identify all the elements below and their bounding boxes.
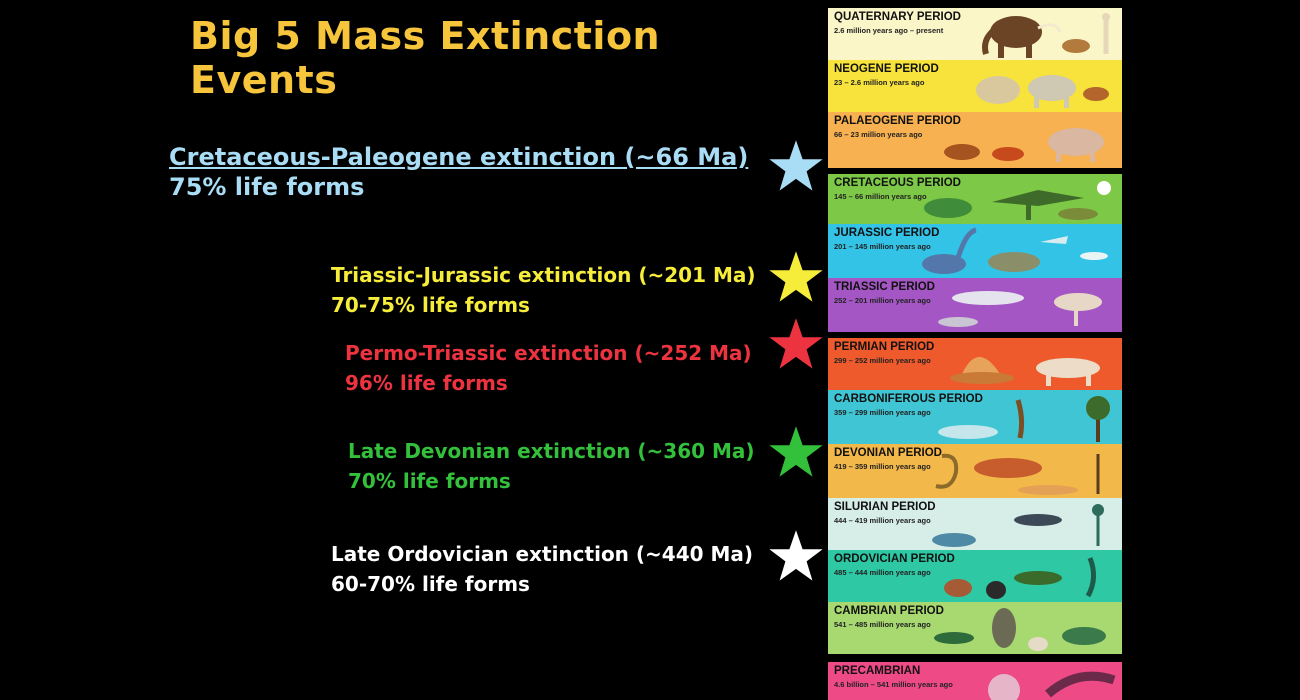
event-late-ordovician: Late Ordovician extinction (~440 Ma) 60-…: [331, 539, 753, 599]
period-name: PRECAMBRIAN: [834, 665, 921, 677]
star-icon: [768, 249, 824, 305]
event-cretaceous-paleogene: Cretaceous-Paleogene extinction (~66 Ma)…: [169, 142, 748, 202]
event-triassic-jurassic: Triassic-Jurassic extinction (~201 Ma) 7…: [331, 260, 755, 320]
period-name: CARBONIFEROUS PERIOD: [834, 393, 983, 405]
geologic-timeline: QUATERNARY PERIOD 2.6 million years ago …: [828, 8, 1122, 700]
period-carboniferous: CARBONIFEROUS PERIOD 359 – 299 million y…: [828, 390, 1122, 444]
period-name: NEOGENE PERIOD: [834, 63, 939, 75]
event-percentage: 60-70% life forms: [331, 572, 530, 596]
period-devonian: DEVONIAN PERIOD 419 – 359 million years …: [828, 444, 1122, 498]
period-dates: 299 – 252 million years ago: [834, 356, 931, 365]
period-name: JURASSIC PERIOD: [834, 227, 940, 239]
period-dates: 541 – 485 million years ago: [834, 620, 931, 629]
event-percentage: 70% life forms: [348, 469, 511, 493]
period-name: DEVONIAN PERIOD: [834, 447, 942, 459]
period-quaternary: QUATERNARY PERIOD 2.6 million years ago …: [828, 8, 1122, 60]
event-name: Cretaceous-Paleogene extinction (~66 Ma): [169, 143, 749, 171]
event-name: Triassic-Jurassic extinction (~201 Ma): [331, 263, 756, 287]
dinosaur-icon: [922, 227, 1108, 274]
period-dates: 201 – 145 million years ago: [834, 242, 931, 251]
event-percentage: 75% life forms: [169, 173, 365, 201]
period-cambrian: CAMBRIAN PERIOD 541 – 485 million years …: [828, 602, 1122, 654]
period-dates: 23 – 2.6 million years ago: [834, 78, 925, 87]
page-title: Big 5 Mass Extinction Events: [190, 14, 661, 102]
dinosaur-icon: [938, 291, 1102, 327]
period-name: CAMBRIAN PERIOD: [834, 605, 944, 617]
trilobite-icon: [944, 557, 1096, 599]
period-name: CRETACEOUS PERIOD: [834, 177, 961, 189]
mammoth-icon: [982, 13, 1110, 58]
event-name: Permo-Triassic extinction (~252 Ma): [345, 341, 752, 365]
period-precambrian: PRECAMBRIAN 4.6 billion – 541 million ye…: [828, 662, 1122, 700]
event-name: Late Devonian extinction (~360 Ma): [348, 439, 755, 463]
period-name: PERMIAN PERIOD: [834, 341, 935, 353]
period-neogene: NEOGENE PERIOD 23 – 2.6 million years ag…: [828, 60, 1122, 112]
period-dates: 419 – 359 million years ago: [834, 462, 931, 471]
period-palaeogene: PALAEOGENE PERIOD 66 – 23 million years …: [828, 112, 1122, 168]
star-icon: [768, 138, 824, 194]
trilobite-icon: [934, 608, 1106, 651]
mammal-icon: [976, 75, 1109, 108]
period-triassic: TRIASSIC PERIOD 252 – 201 million years …: [828, 278, 1122, 332]
period-silurian: SILURIAN PERIOD 444 – 419 million years …: [828, 498, 1122, 550]
star-icon: [768, 424, 824, 480]
worm-icon: [988, 671, 1116, 700]
period-dates: 252 – 201 million years ago: [834, 296, 931, 305]
period-dates: 66 – 23 million years ago: [834, 130, 923, 139]
period-dates: 444 – 419 million years ago: [834, 516, 931, 525]
period-dates: 4.6 billion – 541 million years ago: [834, 680, 953, 689]
period-dates: 485 – 444 million years ago: [834, 568, 931, 577]
period-name: ORDOVICIAN PERIOD: [834, 553, 955, 565]
fish-icon: [935, 453, 1100, 495]
event-name: Late Ordovician extinction (~440 Ma): [331, 542, 754, 566]
period-name: PALAEOGENE PERIOD: [834, 115, 961, 127]
star-icon: [768, 316, 824, 372]
period-cretaceous: CRETACEOUS PERIOD 145 – 66 million years…: [828, 174, 1122, 224]
mammal-icon: [944, 128, 1104, 162]
tree-icon: [938, 396, 1110, 442]
period-name: TRIASSIC PERIOD: [834, 281, 935, 293]
period-dates: 2.6 million years ago – present: [834, 26, 944, 35]
dimetrodon-icon: [950, 357, 1100, 386]
event-permo-triassic: Permo-Triassic extinction (~252 Ma) 96% …: [345, 338, 752, 398]
event-late-devonian: Late Devonian extinction (~360 Ma) 70% l…: [348, 436, 755, 496]
dinosaur-icon: [924, 181, 1111, 220]
event-percentage: 70-75% life forms: [331, 293, 530, 317]
period-name: SILURIAN PERIOD: [834, 501, 936, 513]
sea-scorpion-icon: [932, 504, 1104, 547]
period-jurassic: JURASSIC PERIOD 201 – 145 million years …: [828, 224, 1122, 278]
period-permian: PERMIAN PERIOD 299 – 252 million years a…: [828, 338, 1122, 390]
event-percentage: 96% life forms: [345, 371, 508, 395]
period-name: QUATERNARY PERIOD: [834, 11, 961, 23]
period-ordovician: ORDOVICIAN PERIOD 485 – 444 million year…: [828, 550, 1122, 602]
period-dates: 145 – 66 million years ago: [834, 192, 927, 201]
period-dates: 359 – 299 million years ago: [834, 408, 931, 417]
star-icon: [768, 528, 824, 584]
